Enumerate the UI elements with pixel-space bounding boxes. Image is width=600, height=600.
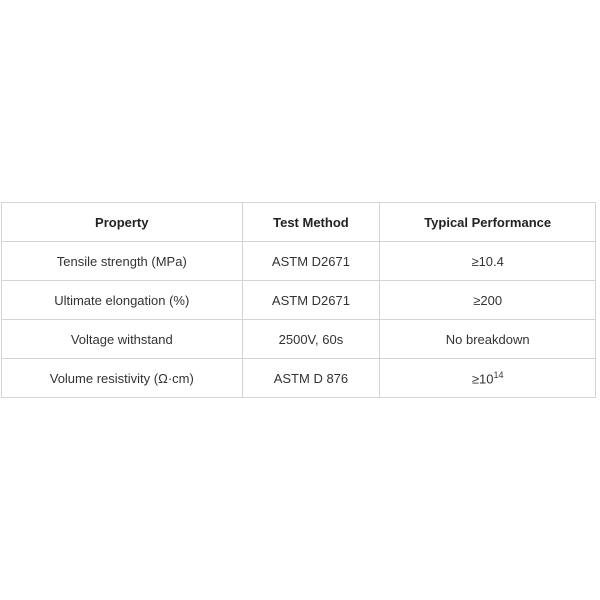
cell-performance: ≥10.4 bbox=[379, 241, 596, 281]
cell-performance: ≥200 bbox=[379, 280, 596, 320]
cell-method: ASTM D 876 bbox=[241, 358, 381, 398]
cell-property: Ultimate elongation (%) bbox=[1, 280, 243, 320]
table-row: Tensile strength (MPa) ASTM D2671 ≥10.4 bbox=[1, 241, 596, 281]
table-row: Voltage withstand 2500V, 60s No breakdow… bbox=[1, 319, 596, 359]
table-header-row: Property Test Method Typical Performance bbox=[1, 202, 596, 242]
table-row: Ultimate elongation (%) ASTM D2671 ≥200 bbox=[1, 280, 596, 320]
properties-table: Property Test Method Typical Performance… bbox=[1, 202, 596, 398]
cell-property: Voltage withstand bbox=[1, 319, 243, 359]
performance-base: ≥10 bbox=[471, 371, 494, 387]
performance-exponent: 14 bbox=[493, 369, 504, 380]
cell-property: Tensile strength (MPa) bbox=[1, 241, 243, 281]
cell-method: 2500V, 60s bbox=[241, 319, 381, 359]
cell-property: Volume resistivity (Ω·cm) bbox=[1, 358, 243, 398]
cell-performance: No breakdown bbox=[379, 319, 596, 359]
cell-performance: ≥1014 bbox=[379, 358, 596, 398]
header-test-method: Test Method bbox=[241, 202, 381, 242]
header-typical-performance: Typical Performance bbox=[379, 202, 596, 242]
header-property: Property bbox=[1, 202, 243, 242]
cell-method: ASTM D2671 bbox=[241, 241, 381, 281]
cell-method: ASTM D2671 bbox=[241, 280, 381, 320]
table-row: Volume resistivity (Ω·cm) ASTM D 876 ≥10… bbox=[1, 358, 596, 398]
